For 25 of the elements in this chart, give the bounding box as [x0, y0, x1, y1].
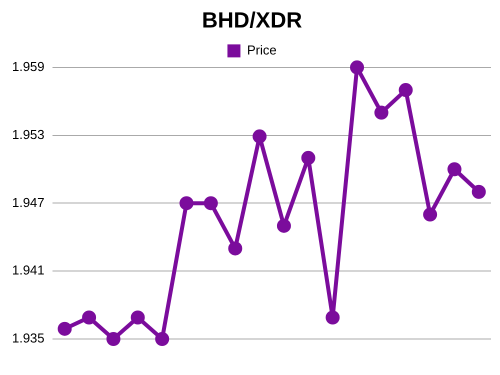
point: [326, 310, 340, 324]
point: [82, 310, 96, 324]
point: [350, 60, 364, 74]
point: [374, 106, 388, 120]
legend-label: Price: [246, 42, 277, 58]
point: [106, 332, 120, 346]
point: [58, 322, 72, 336]
chart-title: BHD/XDR: [202, 7, 302, 32]
point: [398, 83, 413, 98]
point: [423, 208, 438, 222]
y-tick-label: 1.959: [12, 58, 45, 74]
point: [204, 196, 218, 210]
y-tick-label: 1.953: [12, 126, 45, 142]
y-tick-label: 1.935: [12, 330, 45, 346]
point: [180, 196, 194, 210]
point: [447, 162, 462, 176]
point: [276, 218, 291, 233]
y-tick-label: 1.947: [12, 194, 45, 210]
y-tick-label: 1.941: [12, 262, 45, 278]
point: [472, 184, 486, 199]
point: [155, 332, 170, 346]
point: [228, 241, 242, 256]
point: [301, 150, 316, 165]
point: [252, 129, 267, 144]
point: [130, 310, 145, 324]
